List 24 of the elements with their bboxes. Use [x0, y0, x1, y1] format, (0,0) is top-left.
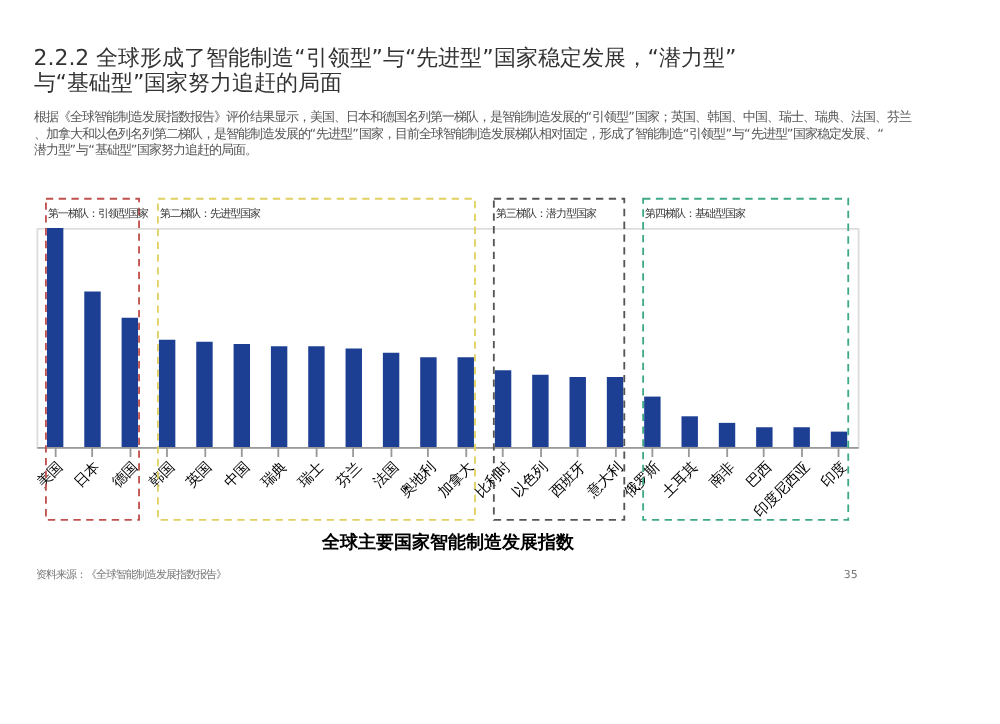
bar — [793, 427, 810, 447]
bar — [84, 291, 101, 447]
bar — [718, 422, 736, 447]
bar — [382, 352, 400, 447]
x-axis-title: 全球主要国家智能制造发展指数 — [319, 532, 576, 555]
bar — [532, 374, 549, 447]
bar — [494, 370, 512, 447]
bar — [681, 416, 698, 447]
bar — [233, 344, 250, 447]
bar — [756, 427, 773, 447]
bar — [158, 339, 176, 447]
bar — [345, 348, 362, 447]
bar — [420, 357, 437, 447]
bar — [606, 376, 624, 447]
bar — [196, 341, 213, 447]
bar — [830, 431, 848, 447]
bar — [270, 346, 288, 447]
chart-title: 2.2.2 全球形成了智能制造“引领型”与“先进型”国家稳定发展，“潜力型”与“基础型”国家努力追赶的局面 — [33, 44, 737, 97]
bar — [121, 317, 139, 447]
bar — [644, 396, 661, 447]
bar — [457, 357, 474, 447]
bar — [569, 376, 586, 447]
bar — [308, 346, 325, 447]
bar — [46, 227, 64, 447]
